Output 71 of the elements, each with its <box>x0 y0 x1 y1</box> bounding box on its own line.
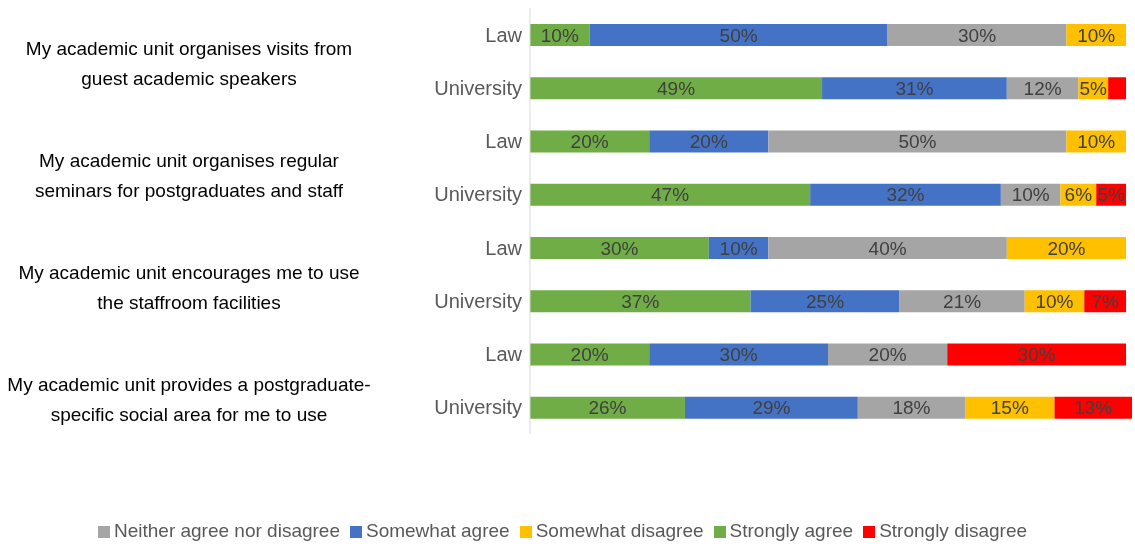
data-label: 7% <box>1091 290 1120 312</box>
data-label: 37% <box>621 290 660 312</box>
bar <box>530 77 823 100</box>
legend-label: Somewhat agree <box>365 520 510 541</box>
bar <box>1108 77 1127 100</box>
y-tick-label: Law <box>485 236 523 259</box>
bar <box>530 183 811 206</box>
data-label: 10% <box>1011 184 1050 206</box>
data-label: 6% <box>1064 184 1093 206</box>
data-label: 12% <box>1023 78 1062 99</box>
bar <box>810 183 1001 206</box>
text: My academic unit encourages me to use the staffroom facilities <box>17 261 361 315</box>
legend-label: Somewhat disagree <box>535 520 704 541</box>
data-label: 32% <box>886 184 925 206</box>
data-label: 20% <box>570 131 609 153</box>
data-label: 49% <box>657 78 696 99</box>
text: My academic unit provides a postgraduate-specific social area for me to use <box>6 373 372 427</box>
data-label: 10% <box>540 24 579 46</box>
data-label: 10% <box>1077 24 1116 46</box>
bar <box>899 290 1025 313</box>
data-label: 5% <box>1079 78 1108 99</box>
bar <box>768 130 1067 153</box>
legend-label: Strongly disagree <box>879 520 1028 541</box>
y-tick-label: University <box>434 183 522 206</box>
data-label: 20% <box>570 344 609 366</box>
bar <box>947 343 1127 366</box>
legend-label: Strongly agree <box>729 520 854 541</box>
data-label: 18% <box>892 397 931 419</box>
data-label: 30% <box>719 344 758 366</box>
y-tick-label: University <box>434 289 522 312</box>
data-label: 5% <box>1097 184 1125 206</box>
data-label: 21% <box>943 290 982 312</box>
bar <box>750 290 900 313</box>
data-label: 20% <box>689 131 728 153</box>
data-label: 26% <box>588 397 627 419</box>
data-label: 10% <box>1035 290 1074 312</box>
data-label: 47% <box>651 184 690 206</box>
data-label: 30% <box>600 237 639 259</box>
bar <box>828 343 948 366</box>
y-tick-label: University <box>434 396 522 419</box>
data-label: 20% <box>868 344 907 366</box>
data-label: 10% <box>1077 131 1116 153</box>
y-tick-label: University <box>434 76 522 99</box>
data-label: 25% <box>806 290 845 312</box>
data-label: 40% <box>868 237 907 259</box>
text: My academic unit organises regular seminars for postgraduates and staff <box>33 149 344 203</box>
bar <box>649 343 829 366</box>
data-label: 13% <box>1074 397 1113 419</box>
bar <box>589 24 888 46</box>
y-tick-label: Law <box>485 130 523 153</box>
y-tick-label: Law <box>485 343 523 366</box>
data-label: 15% <box>990 397 1029 419</box>
data-label: 30% <box>1017 344 1056 366</box>
bar <box>530 396 685 419</box>
text: My academic unit organises visits from guest academic speakers <box>24 37 354 91</box>
data-label: 50% <box>898 131 937 153</box>
data-label: 29% <box>752 397 791 419</box>
legend-label: Neither agree nor disagree <box>113 520 340 541</box>
data-label: 20% <box>1047 237 1086 259</box>
data-label: 30% <box>958 24 997 46</box>
y-tick-label: Law <box>485 23 523 46</box>
bar <box>887 24 1067 46</box>
bar <box>1006 237 1127 259</box>
bar <box>822 77 1007 100</box>
bar <box>530 290 751 313</box>
bar <box>530 237 709 259</box>
bar <box>768 237 1007 259</box>
data-label: 50% <box>719 24 758 46</box>
data-label: 10% <box>719 237 758 259</box>
data-label: 31% <box>895 78 934 99</box>
bar <box>684 396 858 419</box>
